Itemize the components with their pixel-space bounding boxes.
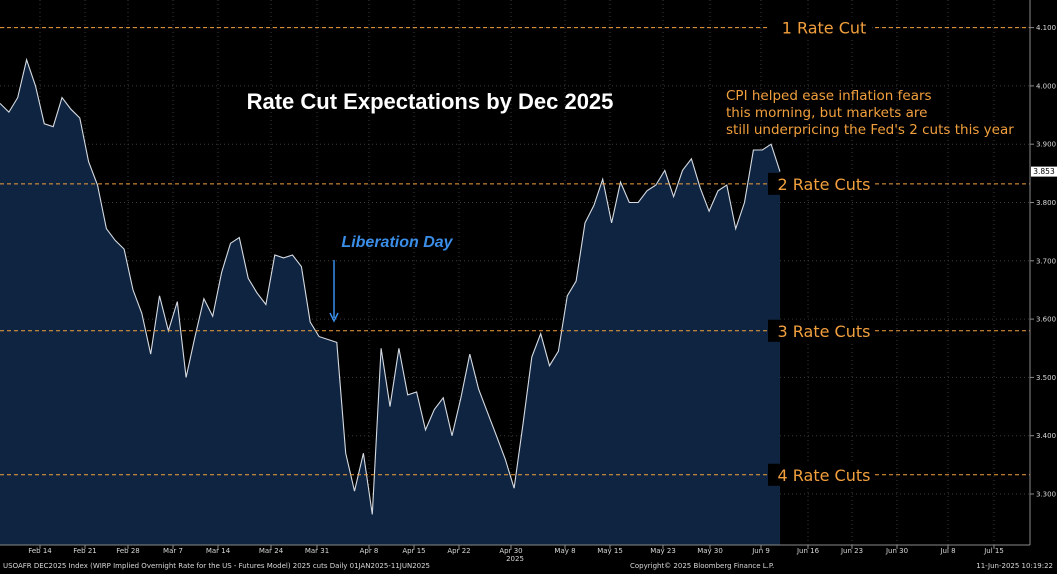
- cpi-annotation-line: this morning, but markets are: [726, 105, 927, 121]
- x-tick-label: May 30: [697, 547, 723, 555]
- x-tick-label: Jun 16: [796, 547, 820, 555]
- x-tick-label: Apr 8: [360, 547, 379, 555]
- x-tick-label: Mar 7: [163, 547, 183, 555]
- reference-label-background: [768, 463, 872, 486]
- reference-lines: 1 Rate Cut 2 Rate Cuts 3 Rate Cuts 4 Rate C…: [0, 16, 1030, 486]
- reference-label-background: [768, 16, 872, 39]
- y-tick-labels: 3.300 3.400 3.500 3.600 3.700 3.800 3.900 4.000…: [1030, 24, 1056, 499]
- arrow-head: [329, 312, 339, 323]
- liberation-day-label: Liberation Day: [341, 234, 453, 251]
- footer-copyright: Copyright© 2025 Bloomberg Finance L.P.: [630, 562, 775, 570]
- x-tick-label: Jun 30: [885, 547, 908, 555]
- x-tick-label: Mar 24: [259, 547, 284, 555]
- last-value-box: [1031, 166, 1057, 177]
- x-tick-label: May 15: [597, 547, 623, 555]
- footer-timestamp: 11-Jun-2025 10:19:22: [976, 562, 1053, 570]
- x-tick-label: Jun 9: [751, 547, 770, 555]
- x-tick-label: Feb 14: [28, 547, 52, 555]
- x-tick-label: Apr 30: [499, 547, 522, 555]
- x-tick-label: May 23: [650, 547, 676, 555]
- last-value-label: 3.853: [1033, 167, 1055, 176]
- series-area: [0, 59, 780, 545]
- last-value-badge: 3.853: [1031, 166, 1057, 177]
- chart-title: Rate Cut Expectations by Dec 2025: [247, 89, 614, 114]
- x-tick-label: Jul 15: [983, 547, 1004, 555]
- cpi-annotation: CPI helped ease inflation fears this morn…: [726, 88, 1014, 138]
- y-tick-label: 4.100: [1036, 24, 1056, 32]
- reference-label-background: [768, 172, 872, 195]
- reference-label-background: [768, 319, 872, 342]
- reference-label: 4 Rate Cuts: [778, 466, 871, 485]
- cpi-annotation-line: still underpricing the Fed's 2 cuts this…: [726, 122, 1014, 138]
- data-area: [0, 57, 781, 545]
- x-tick-labels: Feb 14 Feb 21 Feb 28 Mar 7 Mar 14 Mar 24 Mar 3…: [28, 545, 1004, 555]
- y-tick-label: 3.500: [1036, 374, 1056, 382]
- x-tick-label: Mar 31: [305, 547, 329, 555]
- x-tick-label: Feb 28: [116, 547, 140, 555]
- y-tick-label: 3.900: [1036, 141, 1056, 149]
- x-tick-label: Apr 22: [447, 547, 470, 555]
- footer-index-description: USOAFR DEC2025 Index (WIRP Implied Overn…: [3, 562, 431, 570]
- y-tick-label: 3.300: [1036, 491, 1056, 499]
- y-tick-label: 4.000: [1036, 82, 1056, 90]
- y-tick-label: 3.800: [1036, 199, 1056, 207]
- liberation-day-arrow: [329, 260, 339, 323]
- reference-label: 3 Rate Cuts: [778, 322, 871, 341]
- y-tick-label: 3.700: [1036, 257, 1056, 265]
- x-tick-label: Jul 8: [939, 547, 955, 555]
- y-tick-label: 3.400: [1036, 432, 1056, 440]
- x-tick-label: Mar 14: [206, 547, 231, 555]
- x-tick-label: Jun 23: [840, 547, 863, 555]
- y-tick-label: 3.600: [1036, 316, 1056, 324]
- cpi-annotation-line: CPI helped ease inflation fears: [726, 88, 932, 104]
- x-tick-label: Apr 15: [402, 547, 425, 555]
- reference-label: 1 Rate Cut: [782, 19, 867, 38]
- axes: [0, 0, 1031, 546]
- x-tick-label: Feb 21: [73, 547, 97, 555]
- x-tick-label: May 8: [554, 547, 575, 555]
- reference-label: 2 Rate Cuts: [778, 175, 871, 194]
- year-label: 2025: [506, 555, 524, 563]
